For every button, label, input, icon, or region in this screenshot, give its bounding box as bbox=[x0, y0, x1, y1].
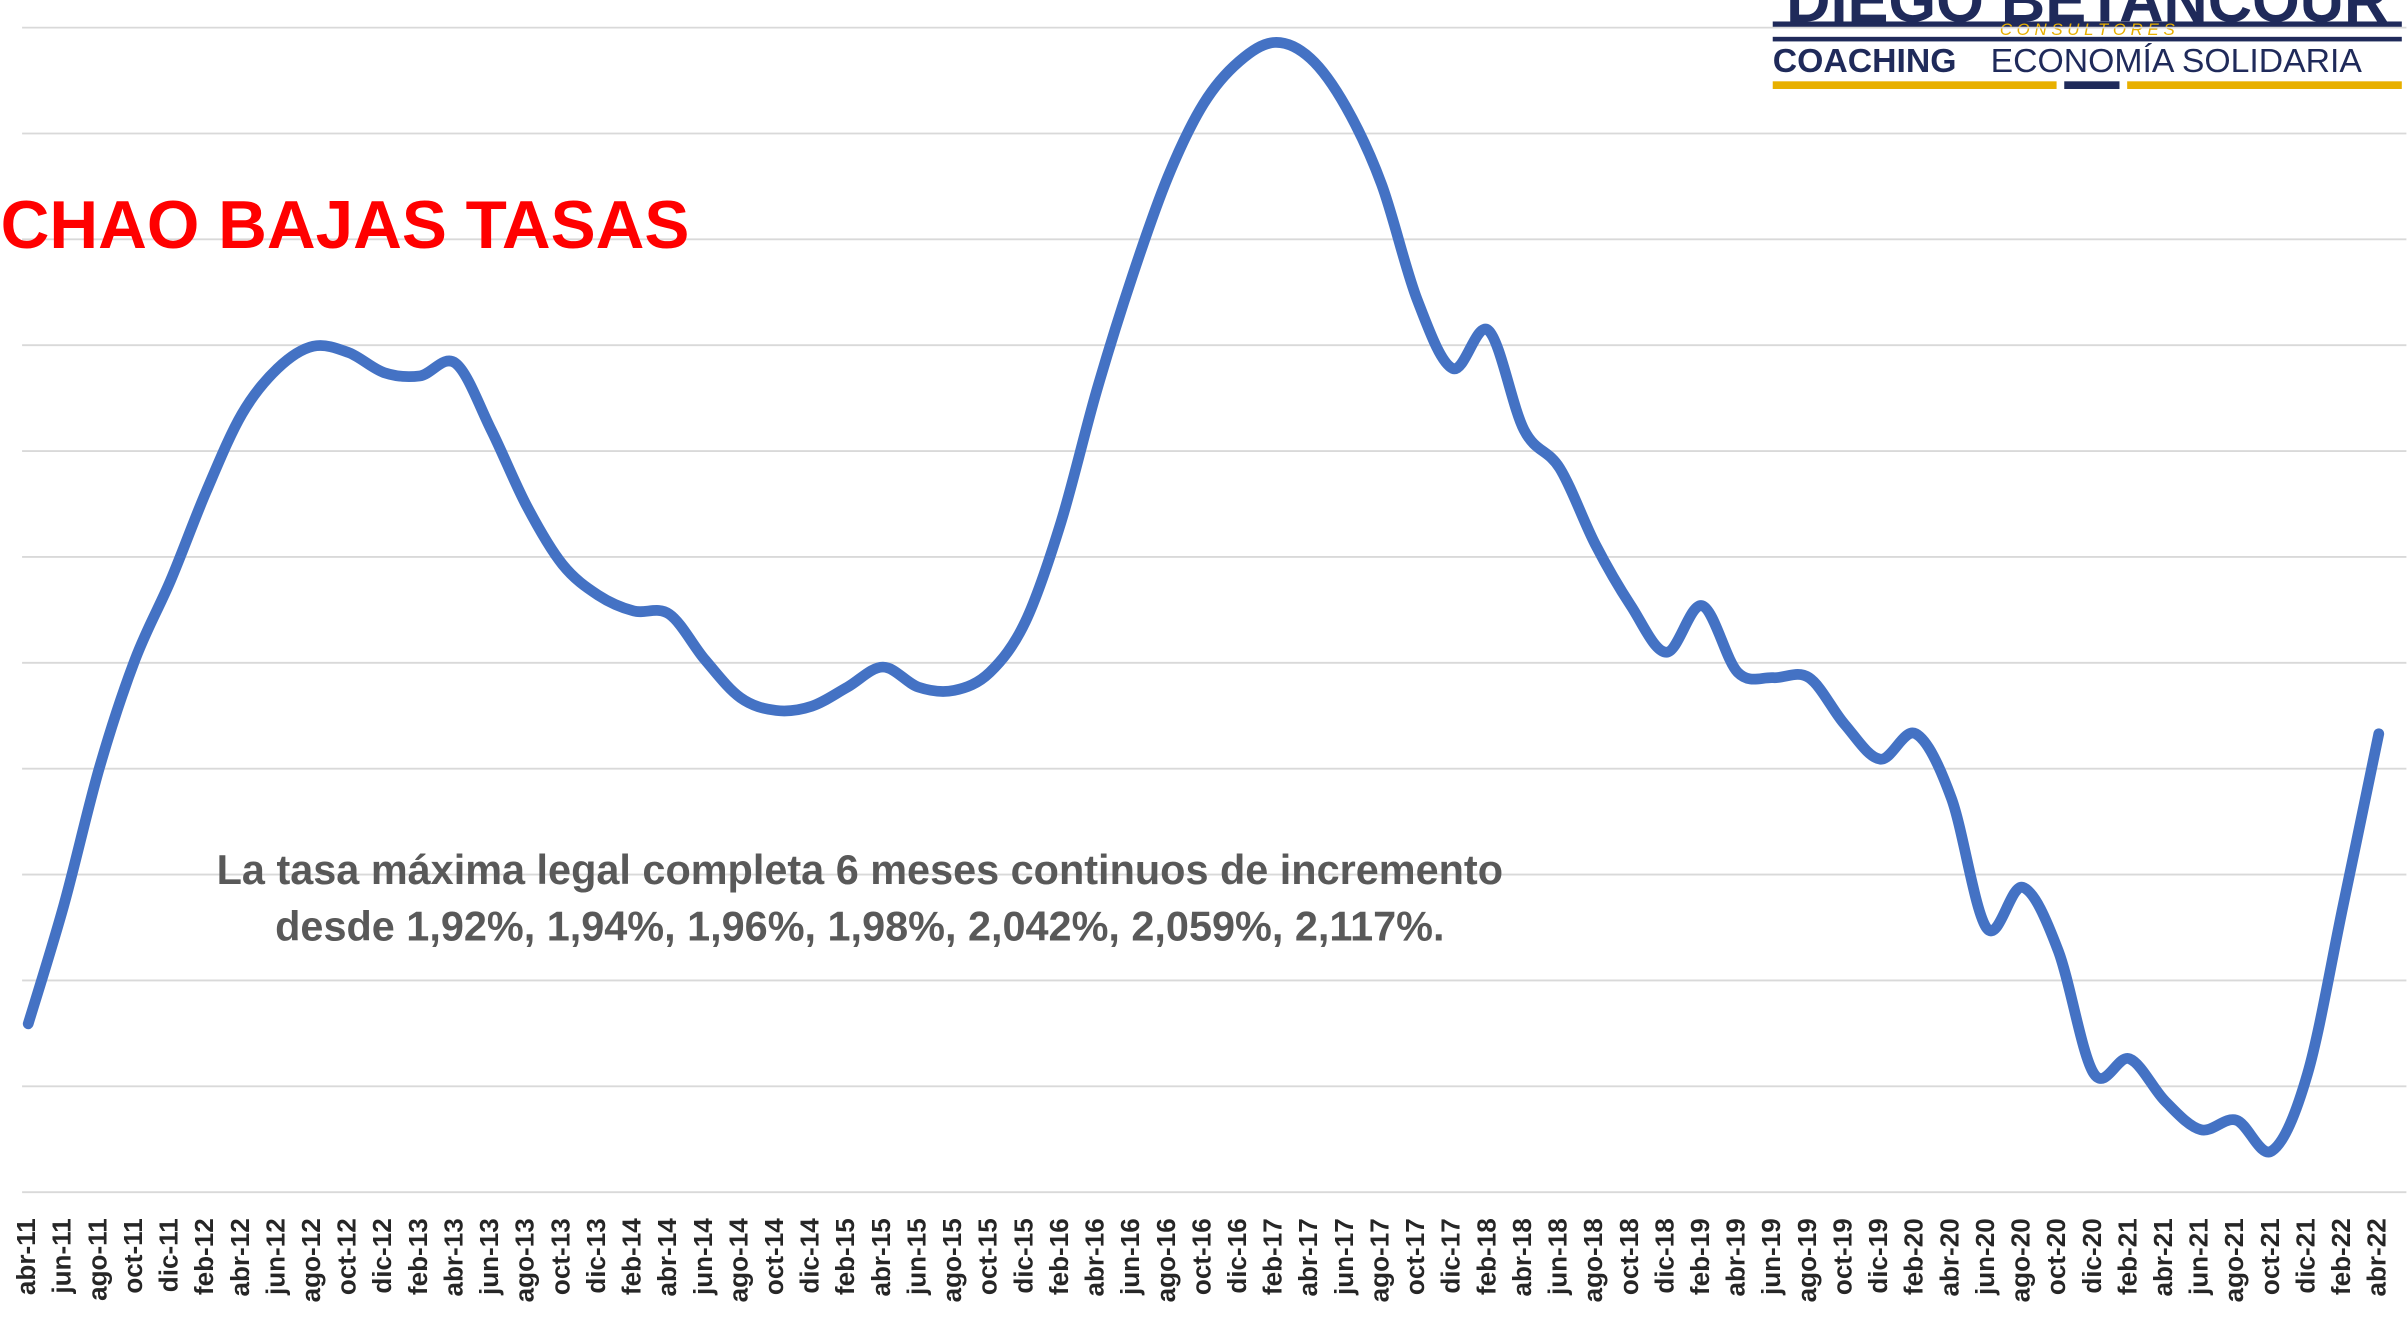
x-tick-label: feb-14 bbox=[617, 1218, 647, 1295]
x-tick-label: abr-17 bbox=[1293, 1218, 1323, 1296]
x-tick-label: dic-17 bbox=[1436, 1218, 1466, 1293]
x-tick-label: feb-13 bbox=[403, 1218, 433, 1295]
x-tick-label: jun-12 bbox=[260, 1218, 290, 1296]
logo-bar bbox=[1772, 81, 2057, 89]
x-tick-label: oct-21 bbox=[2255, 1218, 2285, 1295]
x-tick-label: oct-20 bbox=[2041, 1218, 2071, 1295]
x-tick-label: ago-17 bbox=[1364, 1218, 1394, 1302]
x-tick-label: feb-15 bbox=[830, 1218, 860, 1295]
x-tick-label: ago-13 bbox=[510, 1218, 540, 1302]
logo-bar bbox=[2064, 81, 2120, 89]
x-tick-label: oct-19 bbox=[1827, 1218, 1857, 1295]
x-tick-label: dic-16 bbox=[1222, 1218, 1252, 1293]
x-tick-label: ago-19 bbox=[1792, 1218, 1822, 1302]
chart-title: CHAO BAJAS TASAS bbox=[1, 188, 690, 263]
x-tick-label: ago-20 bbox=[2006, 1218, 2036, 1302]
x-tick-label: dic-19 bbox=[1863, 1218, 1893, 1293]
x-tick-label: abr-21 bbox=[2148, 1218, 2178, 1296]
x-tick-label: oct-14 bbox=[759, 1218, 789, 1295]
x-tick-label: jun-18 bbox=[1543, 1218, 1573, 1296]
x-tick-label: oct-17 bbox=[1400, 1218, 1430, 1295]
logo-bar bbox=[1772, 36, 2402, 42]
x-tick-label: dic-11 bbox=[154, 1218, 184, 1292]
x-tick-label: abr-12 bbox=[225, 1218, 255, 1296]
x-tick-label: abr-18 bbox=[1507, 1218, 1537, 1296]
x-tick-label: oct-11 bbox=[118, 1218, 148, 1293]
x-tick-label: abr-15 bbox=[866, 1218, 896, 1296]
x-tick-label: oct-15 bbox=[973, 1218, 1003, 1295]
x-tick-label: feb-20 bbox=[1899, 1218, 1929, 1295]
logo-line1: COACHING bbox=[1773, 42, 1957, 80]
x-tick-label: oct-16 bbox=[1186, 1218, 1216, 1295]
logo-bar bbox=[1772, 21, 2402, 28]
x-tick-label: jun-13 bbox=[474, 1218, 504, 1296]
logo-name: DIEGO BETANCOUR bbox=[1786, 0, 2388, 35]
annotation: La tasa máxima legal completa 6 meses co… bbox=[217, 847, 1503, 893]
x-tick-label: oct-18 bbox=[1614, 1218, 1644, 1295]
x-tick-label: abr-20 bbox=[1934, 1218, 1964, 1296]
x-tick-label: oct-12 bbox=[332, 1218, 362, 1295]
x-tick-label: abr-22 bbox=[2362, 1218, 2392, 1296]
logo-bar bbox=[2127, 81, 2402, 89]
x-tick-label: ago-11 bbox=[82, 1218, 112, 1301]
x-tick-label: feb-19 bbox=[1685, 1218, 1715, 1295]
x-tick-label: dic-14 bbox=[795, 1218, 825, 1294]
logo-tagline: C O N S U L T O R E S bbox=[2000, 20, 2176, 39]
x-tick-label: abr-13 bbox=[438, 1218, 468, 1296]
x-tick-label: feb-16 bbox=[1044, 1218, 1074, 1295]
x-tick-label: ago-18 bbox=[1578, 1218, 1608, 1302]
x-tick-label: dic-13 bbox=[581, 1218, 611, 1293]
x-tick-label: jun-14 bbox=[688, 1218, 718, 1296]
line bbox=[22, 37, 2385, 1158]
x-tick-label: ago-16 bbox=[1151, 1218, 1181, 1302]
x-tick-label: ago-21 bbox=[2219, 1218, 2249, 1302]
logo-line2: ECONOMÍA SOLIDARIA bbox=[1991, 42, 2363, 80]
x-tick-label: dic-20 bbox=[2077, 1218, 2107, 1293]
x-tick-label: abr-19 bbox=[1721, 1218, 1751, 1296]
x-tick-label: jun-11 bbox=[47, 1218, 77, 1294]
x-tick-label: abr-14 bbox=[652, 1218, 682, 1297]
x-tick-label: dic-21 bbox=[2290, 1218, 2320, 1293]
x-tick-label: feb-17 bbox=[1258, 1218, 1288, 1295]
x-tick-label: dic-12 bbox=[367, 1218, 397, 1293]
x-tick-label: abr-11 bbox=[11, 1218, 41, 1295]
x-tick-label: jun-15 bbox=[901, 1218, 931, 1296]
x-tick-label: jun-17 bbox=[1329, 1218, 1359, 1296]
annotation: desde 1,92%, 1,94%, 1,96%, 1,98%, 2,042%… bbox=[275, 904, 1444, 950]
x-tick-label: jun-16 bbox=[1115, 1218, 1145, 1296]
x-tick-label: ago-15 bbox=[937, 1218, 967, 1302]
x-tick-label: feb-12 bbox=[189, 1218, 219, 1295]
x-tick-label: abr-16 bbox=[1080, 1218, 1110, 1296]
x-tick-label: oct-13 bbox=[545, 1218, 575, 1295]
x-tick-label: jun-20 bbox=[1970, 1218, 2000, 1296]
logo: DIEGO BETANCOUR C O N S U L T O R E S CO… bbox=[1772, 0, 2402, 89]
x-tick-label: feb-22 bbox=[2326, 1218, 2356, 1295]
x-tick-label: ago-12 bbox=[296, 1218, 326, 1302]
x-tick-label: feb-18 bbox=[1471, 1218, 1501, 1295]
x-tick-label: jun-19 bbox=[1756, 1218, 1786, 1296]
x-tick-label: dic-15 bbox=[1008, 1218, 1038, 1293]
x-tick-label: ago-14 bbox=[723, 1218, 753, 1303]
x-tick-label: dic-18 bbox=[1649, 1218, 1679, 1293]
x-tick-label: jun-21 bbox=[2184, 1218, 2214, 1296]
x-tick-label: feb-21 bbox=[2112, 1218, 2142, 1295]
